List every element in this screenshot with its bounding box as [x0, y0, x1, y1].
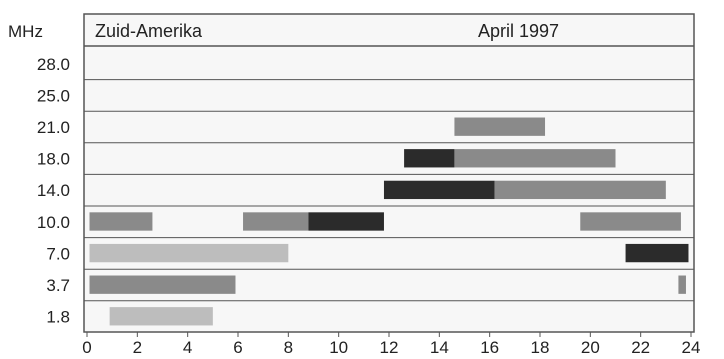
- y-tick-labels: 28.0 25.0 21.0 18.0 14.0 10.0 7.0 3.7 1.8: [37, 55, 70, 327]
- x-tick-label: 8: [284, 338, 293, 357]
- y-tick-label: 1.8: [46, 308, 70, 327]
- x-tick-label: 6: [233, 338, 242, 357]
- grid-lines: [84, 45, 694, 302]
- x-tick-label: 0: [82, 338, 91, 357]
- y-tick-label: 25.0: [37, 86, 70, 105]
- x-tick-label: 10: [329, 338, 348, 357]
- x-tick-label: 4: [183, 338, 192, 357]
- header: Zuid-Amerika April 1997 MHz: [8, 21, 559, 41]
- bars: [89, 117, 689, 326]
- x-tick-label: 18: [531, 338, 550, 357]
- bar-segment: [625, 243, 689, 263]
- x-tick-label: 14: [430, 338, 449, 357]
- bar-segment: [454, 117, 546, 136]
- x-tick-label: 22: [631, 338, 650, 357]
- bar-segment: [494, 180, 666, 200]
- bar-segment: [89, 243, 289, 263]
- bar-segment: [404, 149, 455, 168]
- bar-segment: [89, 275, 236, 294]
- x-tick-labels: 0 2 4 6 8 10 12 14 16 18 20 22 24: [82, 332, 700, 357]
- y-axis-label: MHz: [8, 22, 43, 41]
- bar-segment: [678, 275, 686, 294]
- y-tick-label: 28.0: [37, 55, 70, 74]
- bar-segment: [89, 212, 153, 231]
- bar-segment: [580, 212, 681, 231]
- bar-segment: [308, 212, 384, 231]
- y-tick-label: 7.0: [46, 244, 70, 263]
- bar-segment: [109, 307, 213, 326]
- chart-title: Zuid-Amerika: [95, 21, 203, 41]
- y-tick-label: 21.0: [37, 118, 70, 137]
- x-tick-label: 24: [682, 338, 701, 357]
- y-tick-label: 3.7: [46, 276, 70, 295]
- bar-segment: [243, 212, 309, 231]
- chart-subtitle: April 1997: [478, 21, 559, 41]
- x-tick-label: 20: [581, 338, 600, 357]
- x-tick-label: 16: [480, 338, 499, 357]
- x-tick-label: 12: [380, 338, 399, 357]
- y-tick-label: 18.0: [37, 150, 70, 169]
- bar-segment: [383, 180, 495, 200]
- bar-segment: [454, 149, 616, 168]
- y-tick-label: 10.0: [37, 213, 70, 232]
- x-tick-label: 2: [133, 338, 142, 357]
- y-tick-label: 14.0: [37, 181, 70, 200]
